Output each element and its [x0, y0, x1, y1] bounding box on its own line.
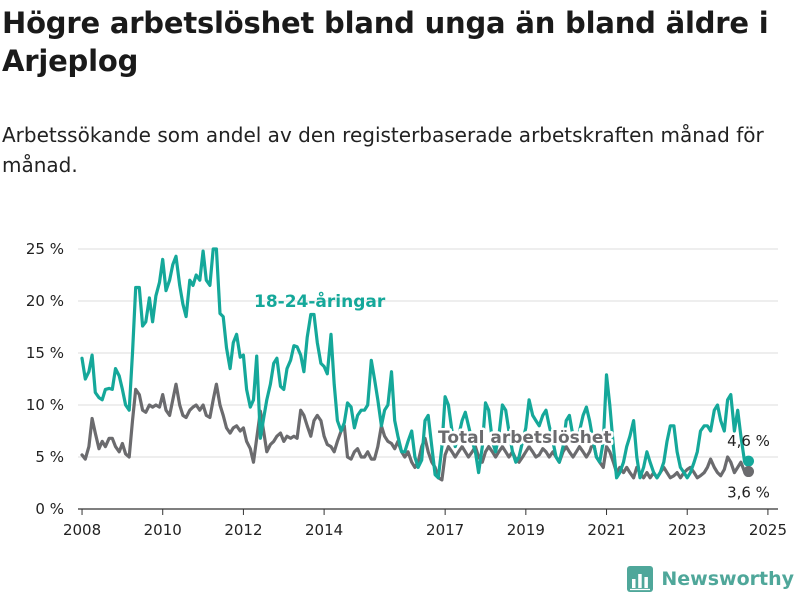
total-end-point	[743, 466, 755, 478]
total-series-label: Total arbetslöshet	[438, 428, 612, 448]
series-labels: 18-24-åringar Total arbetslöshet	[254, 290, 614, 451]
x-axis-ticks: 2008 2010 2012 2014 2017 2019 2021 2023 2025	[63, 509, 787, 539]
y-tick-label: 15 %	[26, 344, 64, 362]
youth-end-point	[743, 455, 755, 467]
youth-series-label: 18-24-åringar	[254, 290, 386, 312]
youth-end-value-label: 4,6 %	[727, 432, 770, 450]
y-tick-label: 10 %	[26, 396, 64, 414]
brand-name: Newsworthy	[661, 568, 794, 590]
y-tick-label: 20 %	[26, 292, 64, 310]
y-axis-ticks: 0 % 5 % 10 % 15 % 20 % 25 %	[26, 240, 64, 518]
x-tick-label: 2019	[507, 521, 545, 539]
y-tick-label: 5 %	[35, 448, 64, 466]
series-endpoints: 4,6 % 3,6 %	[727, 432, 770, 501]
chart-subtitle: Arbetssökande som andel av den registerb…	[2, 123, 764, 177]
newsworthy-logo[interactable]: Newsworthy	[627, 566, 794, 592]
y-tick-label: 25 %	[26, 240, 64, 258]
x-tick-label: 2014	[305, 521, 343, 539]
x-tick-label: 2023	[668, 521, 706, 539]
x-tick-label: 2025	[749, 521, 787, 539]
series-lines	[80, 247, 747, 482]
x-tick-label: 2017	[426, 521, 464, 539]
x-tick-label: 2012	[224, 521, 262, 539]
youth-series-line	[80, 247, 747, 480]
x-tick-label: 2021	[587, 521, 625, 539]
x-tick-label: 2010	[144, 521, 182, 539]
total-end-value-label: 3,6 %	[727, 484, 770, 502]
x-tick-label: 2008	[63, 521, 101, 539]
bar-chart-logo-icon	[627, 566, 654, 592]
y-tick-label: 0 %	[35, 500, 64, 518]
chart-title: Högre arbetslöshet bland unga än bland ä…	[2, 6, 769, 78]
total-series-line	[80, 382, 747, 482]
grid-lines	[78, 248, 778, 510]
